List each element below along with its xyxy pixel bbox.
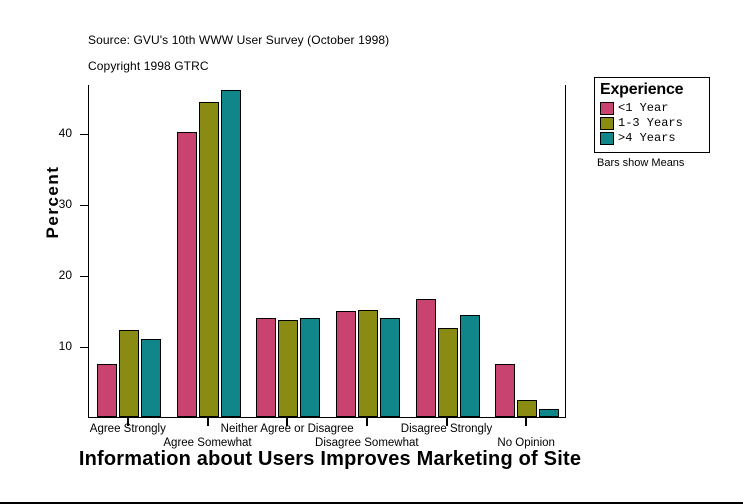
x-axis-category-label: Agree Strongly	[89, 423, 166, 435]
legend-title: Experience	[600, 81, 684, 98]
y-axis-tick-label: 40	[58, 126, 72, 140]
bar	[357, 309, 378, 417]
bar	[278, 319, 299, 417]
legend: Experience <1 Year 1-3 Years >4 Years	[594, 77, 710, 153]
bar	[118, 330, 139, 417]
x-axis-tick	[365, 418, 368, 426]
legend-note: Bars show Means	[597, 157, 685, 169]
x-axis-tick	[445, 418, 448, 426]
legend-entries: <1 Year 1-3 Years >4 Years	[600, 101, 704, 145]
y-axis-tick-label: 10	[58, 339, 72, 353]
y-axis-tick	[80, 276, 89, 277]
bar	[300, 318, 321, 417]
bar	[379, 317, 400, 417]
x-axis-tick	[206, 418, 209, 426]
bar	[220, 90, 241, 417]
bar	[198, 101, 219, 417]
y-axis-tick	[80, 134, 89, 135]
bar	[140, 338, 161, 417]
x-axis-category-label: Disagree Somewhat	[315, 437, 419, 449]
y-axis-tick	[80, 205, 89, 206]
y-axis-tick-label: 20	[58, 268, 72, 282]
bar	[96, 364, 117, 417]
chart-title: Information about Users Improves Marketi…	[78, 448, 582, 470]
x-axis-tick	[126, 418, 129, 426]
legend-item-label: >4 Years	[618, 131, 676, 145]
plot-area	[88, 85, 566, 418]
legend-item-label: 1-3 Years	[618, 116, 683, 130]
x-axis-category-label: Disagree Strongly	[400, 423, 493, 435]
bar	[539, 409, 560, 417]
source-caption: Source: GVU's 10th WWW User Survey (Octo…	[88, 33, 390, 47]
bar	[256, 317, 277, 417]
legend-item-label: <1 Year	[618, 101, 669, 115]
bar	[176, 131, 197, 417]
x-axis-tick	[525, 418, 528, 426]
legend-item: >4 Years	[600, 131, 704, 145]
legend-swatch-icon	[600, 131, 614, 145]
legend-swatch-icon	[600, 116, 614, 130]
bar	[335, 310, 356, 417]
legend-item: <1 Year	[600, 101, 704, 115]
copyright-caption: Copyright 1998 GTRC	[88, 59, 209, 73]
legend-item: 1-3 Years	[600, 116, 704, 130]
bar	[437, 328, 458, 417]
x-axis-tick	[286, 418, 289, 426]
bar	[517, 399, 538, 417]
bar	[415, 299, 436, 417]
y-axis-tick-label: 30	[58, 197, 72, 211]
x-axis-category-label: No Opinion	[497, 437, 555, 449]
x-axis-category-label: Neither Agree or Disagree	[220, 423, 354, 435]
bar	[495, 364, 516, 417]
y-axis-tick	[80, 347, 89, 348]
x-axis-category-label: Agree Somewhat	[163, 437, 252, 449]
bar	[459, 315, 480, 417]
legend-swatch-icon	[600, 101, 614, 115]
